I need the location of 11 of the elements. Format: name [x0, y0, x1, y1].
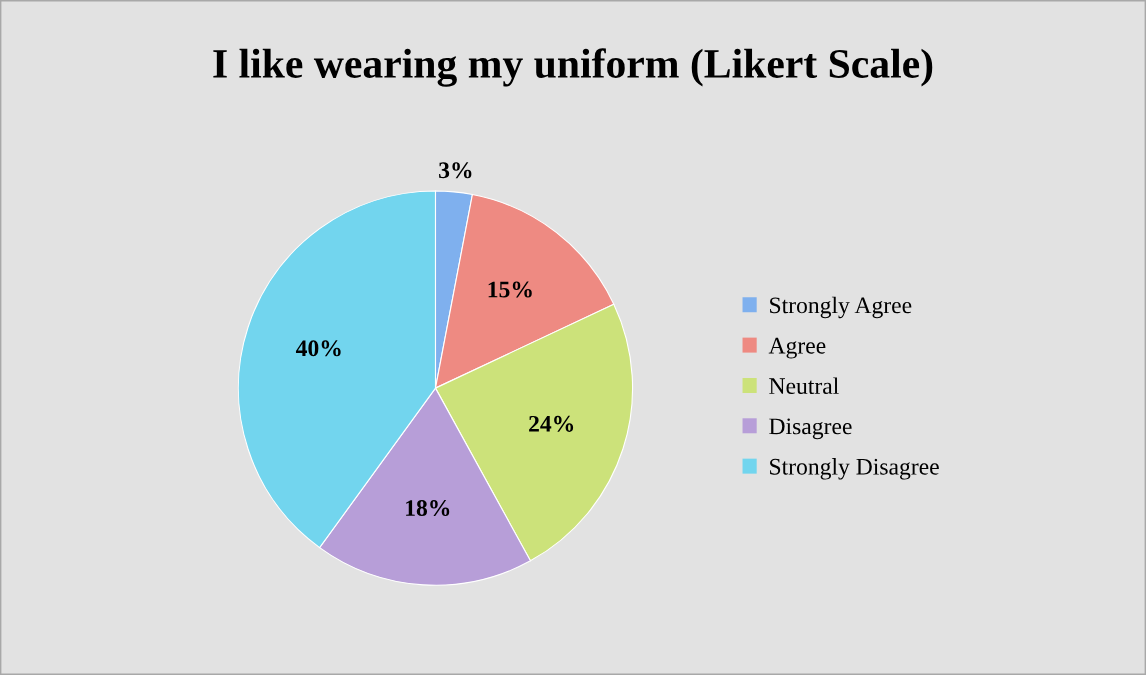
legend-label: Agree	[768, 337, 826, 359]
legend-label: Strongly Disagree	[770, 458, 939, 480]
legend-label: Neutral	[769, 377, 839, 395]
chart-title: I like wearing my uniform (Likert Scale)	[213, 48, 933, 87]
data-label: 18%	[406, 500, 450, 517]
data-label: 3%	[439, 162, 472, 179]
data-label: 15%	[488, 281, 532, 298]
legend-label: Disagree	[769, 418, 852, 440]
legend-label: Strongly Agree	[770, 296, 912, 319]
data-label: 40%	[295, 340, 341, 357]
data-label: 24%	[529, 415, 574, 432]
